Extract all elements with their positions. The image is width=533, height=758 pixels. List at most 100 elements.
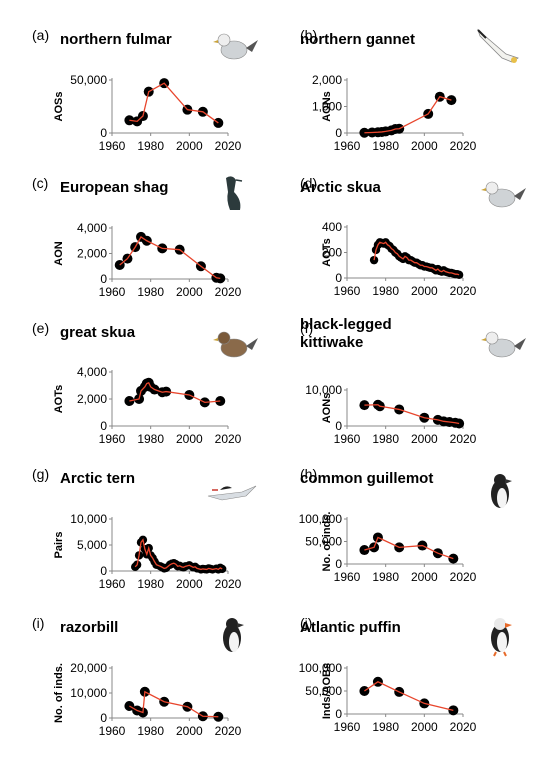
y-tick-label: 2,000 bbox=[77, 247, 107, 261]
y-tick-label: 0 bbox=[100, 272, 107, 286]
panel-title: northern fulmar bbox=[60, 31, 172, 48]
kittiwake-icon bbox=[481, 331, 526, 358]
panel-title: European shag bbox=[60, 179, 168, 196]
puffin-icon bbox=[491, 618, 512, 657]
guillemot-icon bbox=[491, 474, 512, 508]
x-tick-label: 1980 bbox=[372, 432, 399, 446]
x-tick-label: 2020 bbox=[450, 432, 477, 446]
panel-title-line2: kittiwake bbox=[300, 334, 363, 351]
y-axis-label: AONs bbox=[321, 91, 333, 122]
y-axis-label: AON bbox=[53, 241, 65, 266]
panel-label: (d) bbox=[300, 175, 317, 191]
y-axis-label: AOTs bbox=[321, 238, 333, 267]
y-tick-label: 4,000 bbox=[77, 221, 107, 235]
panel-title: common guillemot bbox=[300, 470, 433, 487]
y-tick-label: 0 bbox=[100, 126, 107, 140]
series-line bbox=[134, 538, 223, 571]
panel-title: northern gannet bbox=[300, 31, 415, 48]
gannet-icon bbox=[477, 28, 519, 63]
x-tick-label: 2000 bbox=[411, 570, 438, 584]
x-tick-label: 2020 bbox=[215, 285, 242, 299]
y-tick-label: 0 bbox=[335, 419, 342, 433]
x-tick-label: 2020 bbox=[215, 577, 242, 591]
x-tick-label: 1980 bbox=[137, 285, 164, 299]
shag-icon bbox=[226, 176, 243, 210]
x-tick-label: 1980 bbox=[137, 432, 164, 446]
data-point bbox=[369, 255, 379, 265]
panel-7: (g) Arctic tern 0 5,000 10,000 1960 1980 2000 20… bbox=[32, 466, 257, 591]
y-tick-label: 100,000 bbox=[299, 512, 343, 526]
panel-label: (h) bbox=[300, 466, 317, 482]
y-axis-label: Inds/AOBs bbox=[321, 663, 333, 719]
y-tick-label: 0 bbox=[100, 564, 107, 578]
x-tick-label: 2000 bbox=[411, 139, 438, 153]
y-axis-label: No. of inds. bbox=[321, 512, 333, 572]
x-tick-label: 1960 bbox=[334, 284, 361, 298]
x-tick-label: 2020 bbox=[215, 432, 242, 446]
series-line bbox=[364, 404, 460, 425]
panel-title: Arctic skua bbox=[300, 179, 382, 196]
x-tick-label: 2000 bbox=[411, 284, 438, 298]
fulmar-icon bbox=[213, 33, 258, 60]
y-tick-label: 400 bbox=[322, 220, 342, 234]
y-tick-label: 0 bbox=[335, 707, 342, 721]
x-tick-label: 1980 bbox=[372, 139, 399, 153]
x-tick-label: 1980 bbox=[137, 577, 164, 591]
panel-title: black-legged bbox=[300, 316, 392, 333]
x-tick-label: 2000 bbox=[176, 577, 203, 591]
y-tick-label: 10,000 bbox=[70, 686, 107, 700]
x-tick-label: 1960 bbox=[334, 720, 361, 734]
x-tick-label: 2020 bbox=[450, 720, 477, 734]
x-tick-label: 1960 bbox=[334, 432, 361, 446]
x-tick-label: 1960 bbox=[99, 577, 126, 591]
x-tick-label: 1960 bbox=[99, 724, 126, 738]
series-line bbox=[129, 82, 219, 124]
panel-5: (e) great skua 0 2,000 4,000 1960 1980 2000 2020… bbox=[32, 320, 258, 446]
series-line bbox=[129, 381, 221, 404]
x-tick-label: 1960 bbox=[99, 139, 126, 153]
y-tick-label: 5,000 bbox=[77, 538, 107, 552]
series-line bbox=[129, 690, 219, 718]
panel-label: (g) bbox=[32, 466, 49, 482]
panel-title: great skua bbox=[60, 324, 136, 341]
y-tick-label: 50,000 bbox=[305, 684, 342, 698]
y-tick-label: 100,000 bbox=[299, 661, 343, 675]
x-tick-label: 2020 bbox=[215, 139, 242, 153]
y-tick-label: 0 bbox=[335, 271, 342, 285]
arctic-skua-icon bbox=[481, 181, 526, 208]
panel-9: (i) razorbill 0 10,000 20,000 1960 1980 2000 202… bbox=[32, 615, 244, 738]
x-tick-label: 2020 bbox=[215, 724, 242, 738]
panel-title: razorbill bbox=[60, 619, 118, 636]
x-tick-label: 1980 bbox=[372, 284, 399, 298]
series-line bbox=[373, 241, 460, 276]
panel-label: (b) bbox=[300, 27, 317, 43]
y-tick-label: 10,000 bbox=[70, 512, 107, 526]
y-axis-label: AOSs bbox=[53, 92, 65, 122]
y-tick-label: 20,000 bbox=[70, 661, 107, 675]
y-tick-label: 2,000 bbox=[312, 73, 342, 87]
y-tick-label: 200 bbox=[322, 246, 342, 260]
x-tick-label: 2000 bbox=[176, 432, 203, 446]
y-tick-label: 0 bbox=[335, 126, 342, 140]
x-tick-label: 1960 bbox=[334, 570, 361, 584]
panel-label: (j) bbox=[300, 615, 312, 631]
x-tick-label: 2000 bbox=[176, 285, 203, 299]
y-axis-label: Pairs bbox=[53, 532, 65, 559]
x-tick-label: 2000 bbox=[176, 139, 203, 153]
y-tick-label: 0 bbox=[335, 557, 342, 571]
x-tick-label: 2000 bbox=[411, 720, 438, 734]
series-line bbox=[364, 95, 452, 134]
panel-10: (j)Atlantic puffin 0 50,000 100,000 1960 1980… bbox=[299, 615, 512, 734]
panel-3: (c) European shag 0 2,000 4,000 1960 1980 2000 2… bbox=[32, 175, 243, 299]
x-tick-label: 1980 bbox=[137, 139, 164, 153]
y-tick-label: 0 bbox=[100, 711, 107, 725]
y-tick-label: 10,000 bbox=[305, 383, 342, 397]
series-line bbox=[119, 236, 221, 280]
y-axis-label: No. of inds. bbox=[53, 663, 65, 723]
x-tick-label: 2000 bbox=[411, 432, 438, 446]
panel-4: (d)Arctic skua 0 200 400 1960 1980 2000 2020 AOT… bbox=[300, 175, 526, 298]
series-line bbox=[364, 536, 454, 560]
